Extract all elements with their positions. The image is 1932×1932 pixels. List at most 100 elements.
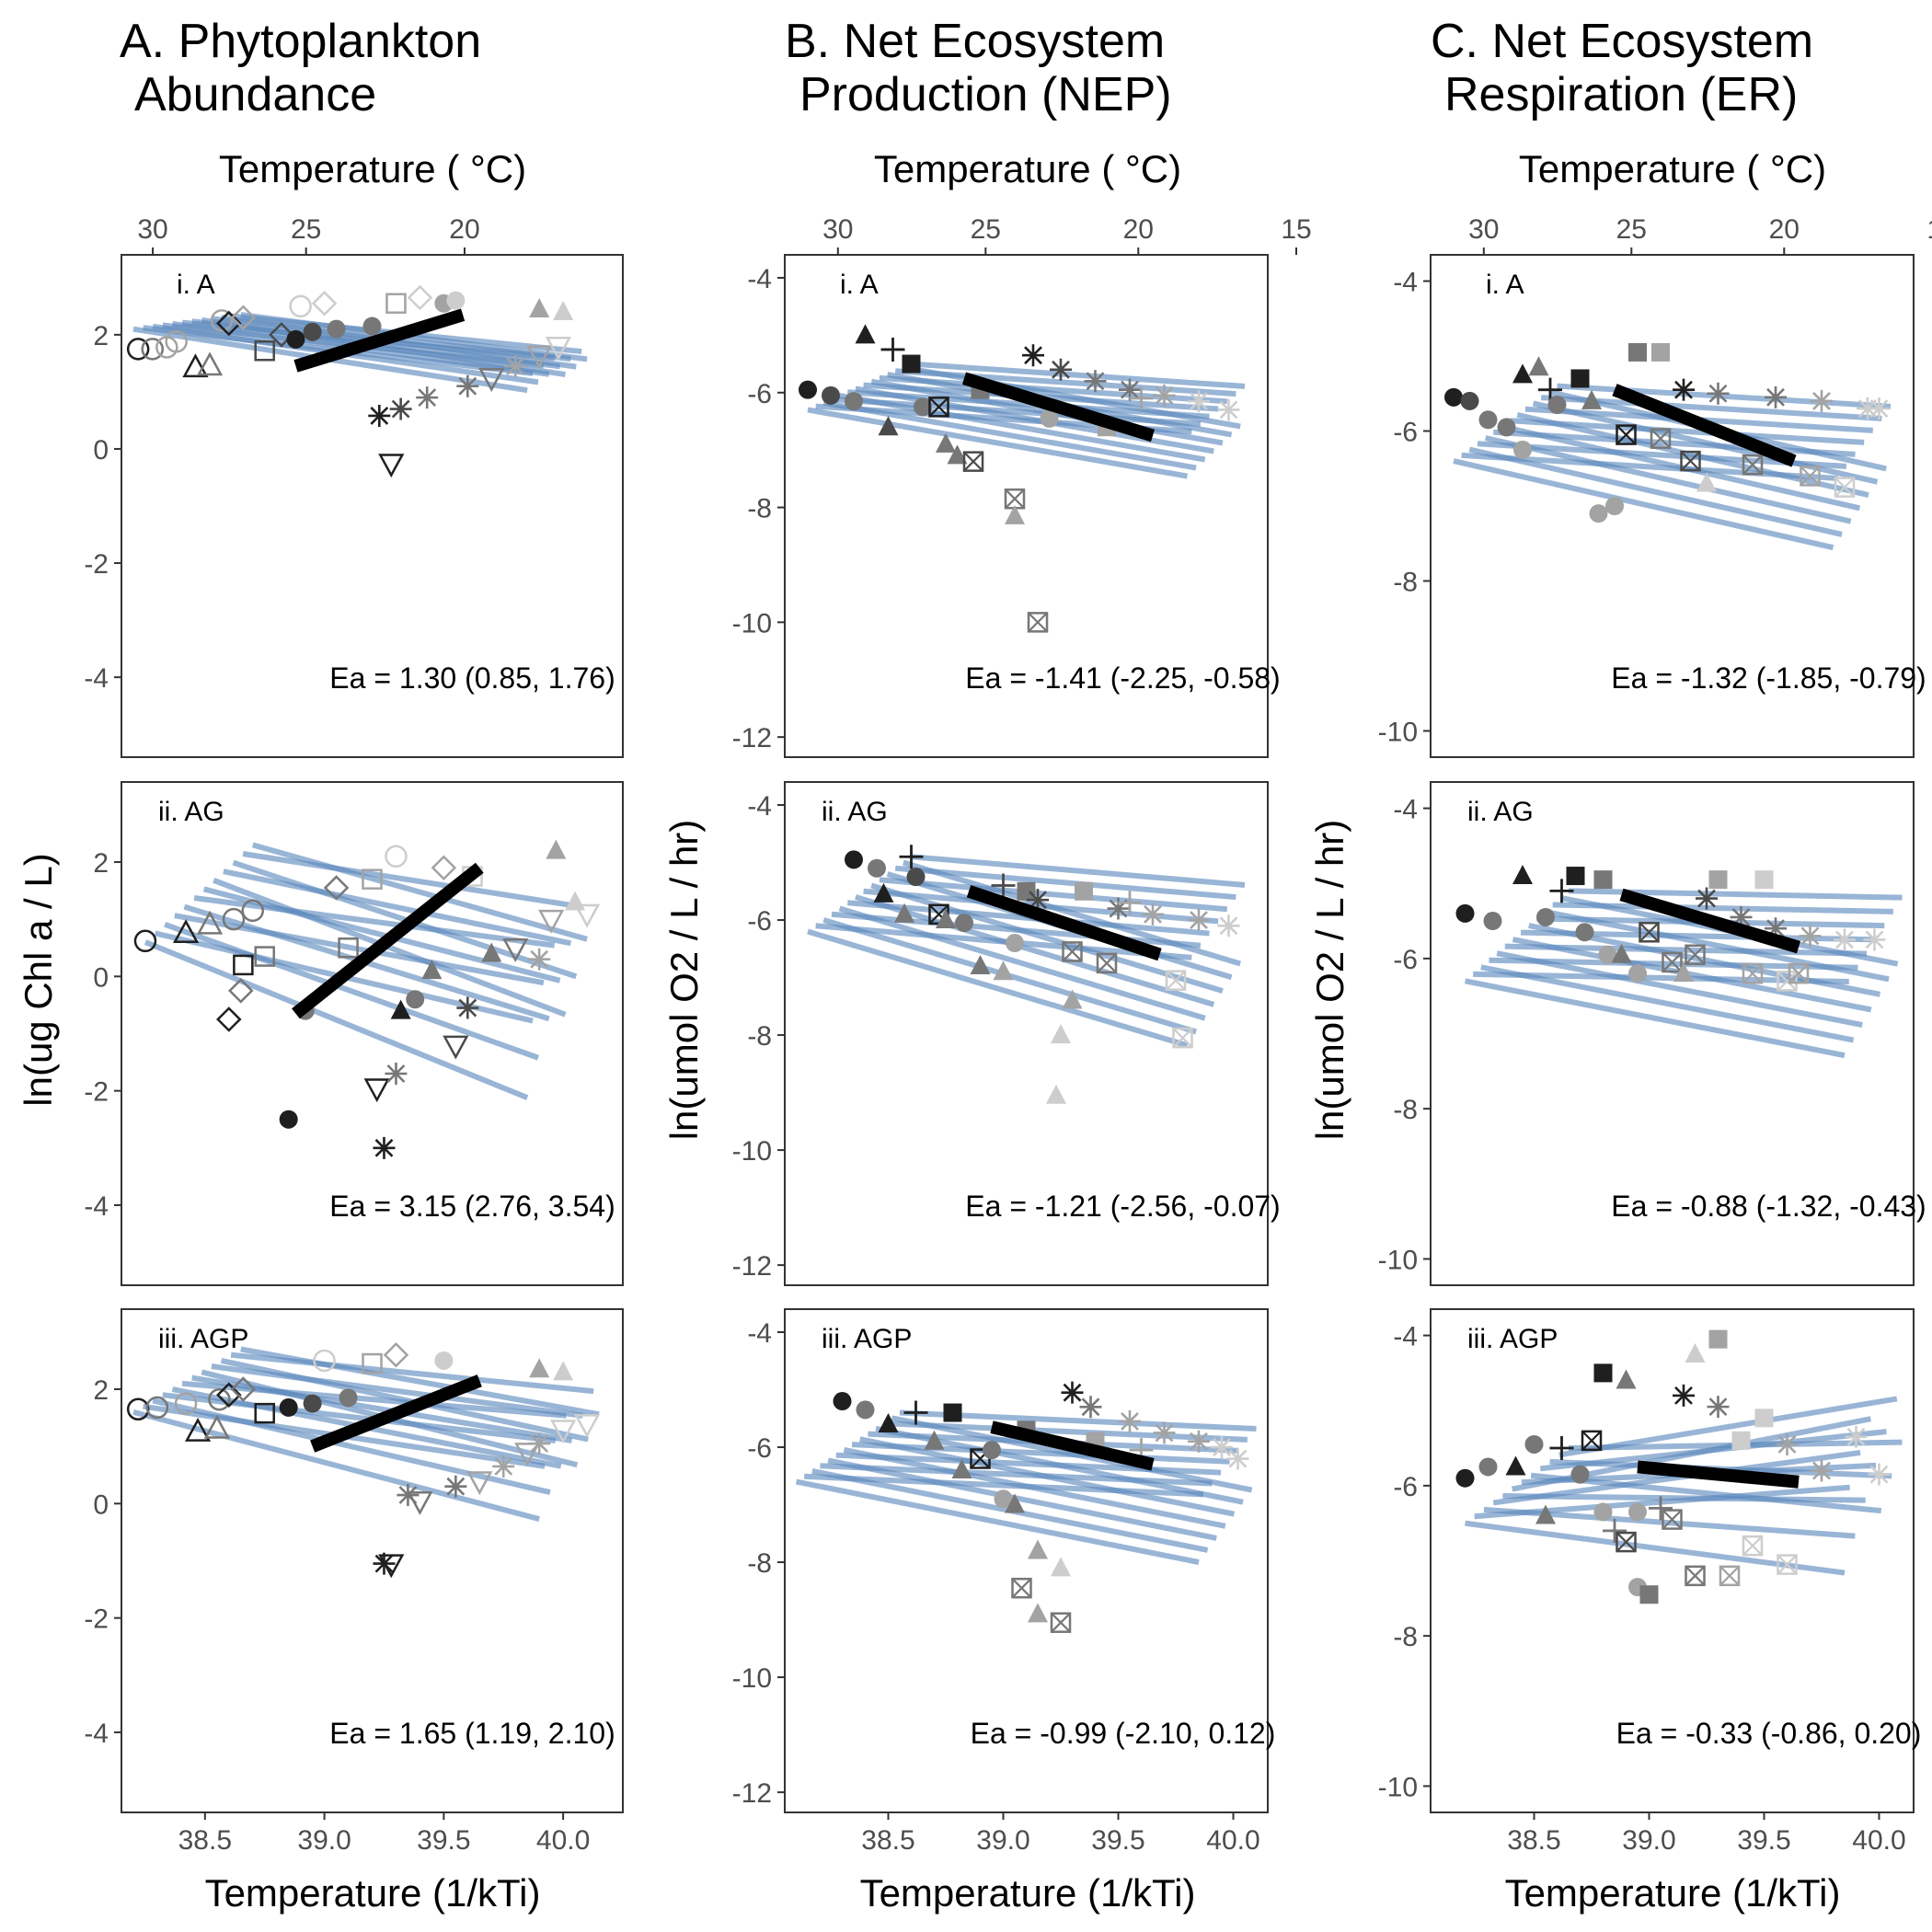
data-point (230, 305, 257, 331)
y-tick-label: 0 (93, 1489, 109, 1520)
data-point (799, 380, 817, 399)
data-point (373, 1136, 396, 1159)
data-point (526, 345, 553, 370)
overall-fit-line (1619, 888, 1800, 954)
site-regression-line (822, 399, 1197, 471)
data-point (1603, 1518, 1627, 1543)
data-point (241, 899, 264, 923)
data-point (936, 432, 956, 453)
site-regression-line (152, 1397, 551, 1496)
data-point (546, 839, 567, 859)
col-a-bottom-axis-title: Temperature (1/kTi) (205, 1871, 541, 1915)
site-regression-line (174, 913, 545, 986)
data-point (1708, 1329, 1728, 1349)
data-point (1011, 1577, 1032, 1599)
overall-fit-line (990, 1420, 1155, 1471)
data-point (538, 909, 565, 934)
site-regression-line (827, 1457, 1217, 1541)
data-point (529, 1358, 550, 1378)
data-point (303, 1394, 322, 1413)
site-regression-line (795, 1478, 1200, 1566)
site-regression-line (191, 1374, 573, 1443)
data-point (970, 955, 991, 975)
data-point (845, 392, 863, 411)
data-point (434, 1351, 454, 1370)
site-regression-line (1468, 446, 1843, 537)
top-tick-label: 15 (1281, 214, 1311, 245)
y-tick-label: -4 (84, 663, 109, 694)
plot-area (795, 1381, 1257, 1633)
data-point (1616, 1369, 1637, 1389)
data-point (1863, 928, 1886, 951)
data-point (1628, 964, 1647, 983)
overall-fit-line (292, 862, 484, 1019)
data-point (279, 1397, 298, 1417)
overall-fit-line (961, 372, 1156, 443)
data-point (368, 404, 391, 427)
data-point (1673, 378, 1695, 401)
panel-C-i: i. A Ea = -1.32 (-1.85, -0.79) (1430, 254, 1926, 758)
data-point (1455, 1468, 1475, 1488)
col-c-title-line1: C. Net Ecosystem (1431, 15, 1813, 68)
site-regression-line (193, 895, 556, 949)
data-point (456, 996, 479, 1019)
panel-A-iii: iii. AGP Ea = 1.65 (1.19, 2.10) (121, 1308, 624, 1813)
data-point (210, 309, 234, 332)
site-regression-line (220, 1358, 589, 1443)
data-point (254, 946, 275, 967)
data-point (1005, 504, 1025, 524)
col-b-y-axis-title: ln(umol O2 / L / hr) (662, 820, 706, 1141)
site-regression-line (1516, 412, 1869, 498)
top-tick-label: 20 (1769, 214, 1800, 245)
data-point (233, 954, 254, 976)
data-point (1497, 418, 1516, 437)
data-point (216, 1382, 242, 1409)
data-point (389, 397, 412, 420)
data-point (1505, 1455, 1526, 1476)
data-point (983, 1441, 1001, 1460)
site-regression-line (807, 407, 1189, 479)
data-point (1707, 1396, 1730, 1419)
data-point (528, 1432, 551, 1455)
y-tick-label: -6 (1393, 945, 1418, 975)
col-b-title-line2: Production (NEP) (799, 68, 1172, 121)
activation-energy-label: Ea = -1.41 (-2.25, -0.58) (965, 661, 1280, 695)
data-point (311, 290, 338, 316)
y-tick-label: -4 (84, 1719, 109, 1749)
data-point (1811, 389, 1833, 412)
data-point (1845, 1425, 1868, 1448)
data-point (528, 948, 551, 971)
data-point (1027, 612, 1049, 633)
data-point (1685, 1565, 1706, 1587)
bottom-tick-label: 40.0 (1206, 1825, 1259, 1856)
panel-frame (121, 1308, 624, 1813)
data-point (951, 1459, 972, 1479)
bottom-tick-label: 39.0 (297, 1825, 351, 1856)
data-point (1046, 1084, 1066, 1104)
site-regression-line (1480, 964, 1855, 1043)
data-point (880, 337, 905, 362)
data-point (1777, 971, 1798, 992)
data-point (1651, 342, 1670, 362)
data-point (1593, 1363, 1613, 1383)
panel-label: ii. AG (158, 797, 224, 827)
plot-area (126, 1341, 601, 1579)
y-tick-label: -8 (1393, 1622, 1418, 1652)
data-point (1719, 1565, 1741, 1587)
bottom-tick-label: 40.0 (1852, 1825, 1905, 1856)
data-point (1650, 428, 1672, 449)
site-regression-line (851, 1442, 1230, 1465)
data-point (1217, 398, 1240, 421)
bottom-tick-label: 38.5 (861, 1825, 914, 1856)
data-point (878, 416, 899, 436)
data-point (573, 1414, 601, 1438)
data-point (991, 873, 1016, 898)
site-regression-line (242, 851, 582, 910)
site-regression-line (1557, 383, 1892, 409)
data-point (1142, 903, 1164, 926)
panel-frame (121, 781, 624, 1286)
data-point (1754, 870, 1774, 890)
data-point (1680, 450, 1701, 472)
data-point (529, 297, 550, 317)
